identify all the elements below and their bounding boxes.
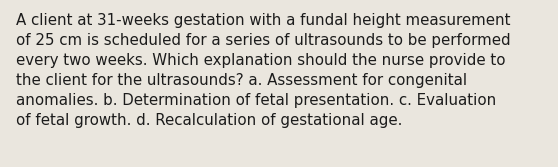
Text: A client at 31-weeks gestation with a fundal height measurement
of 25 cm is sche: A client at 31-weeks gestation with a fu… <box>16 13 511 128</box>
